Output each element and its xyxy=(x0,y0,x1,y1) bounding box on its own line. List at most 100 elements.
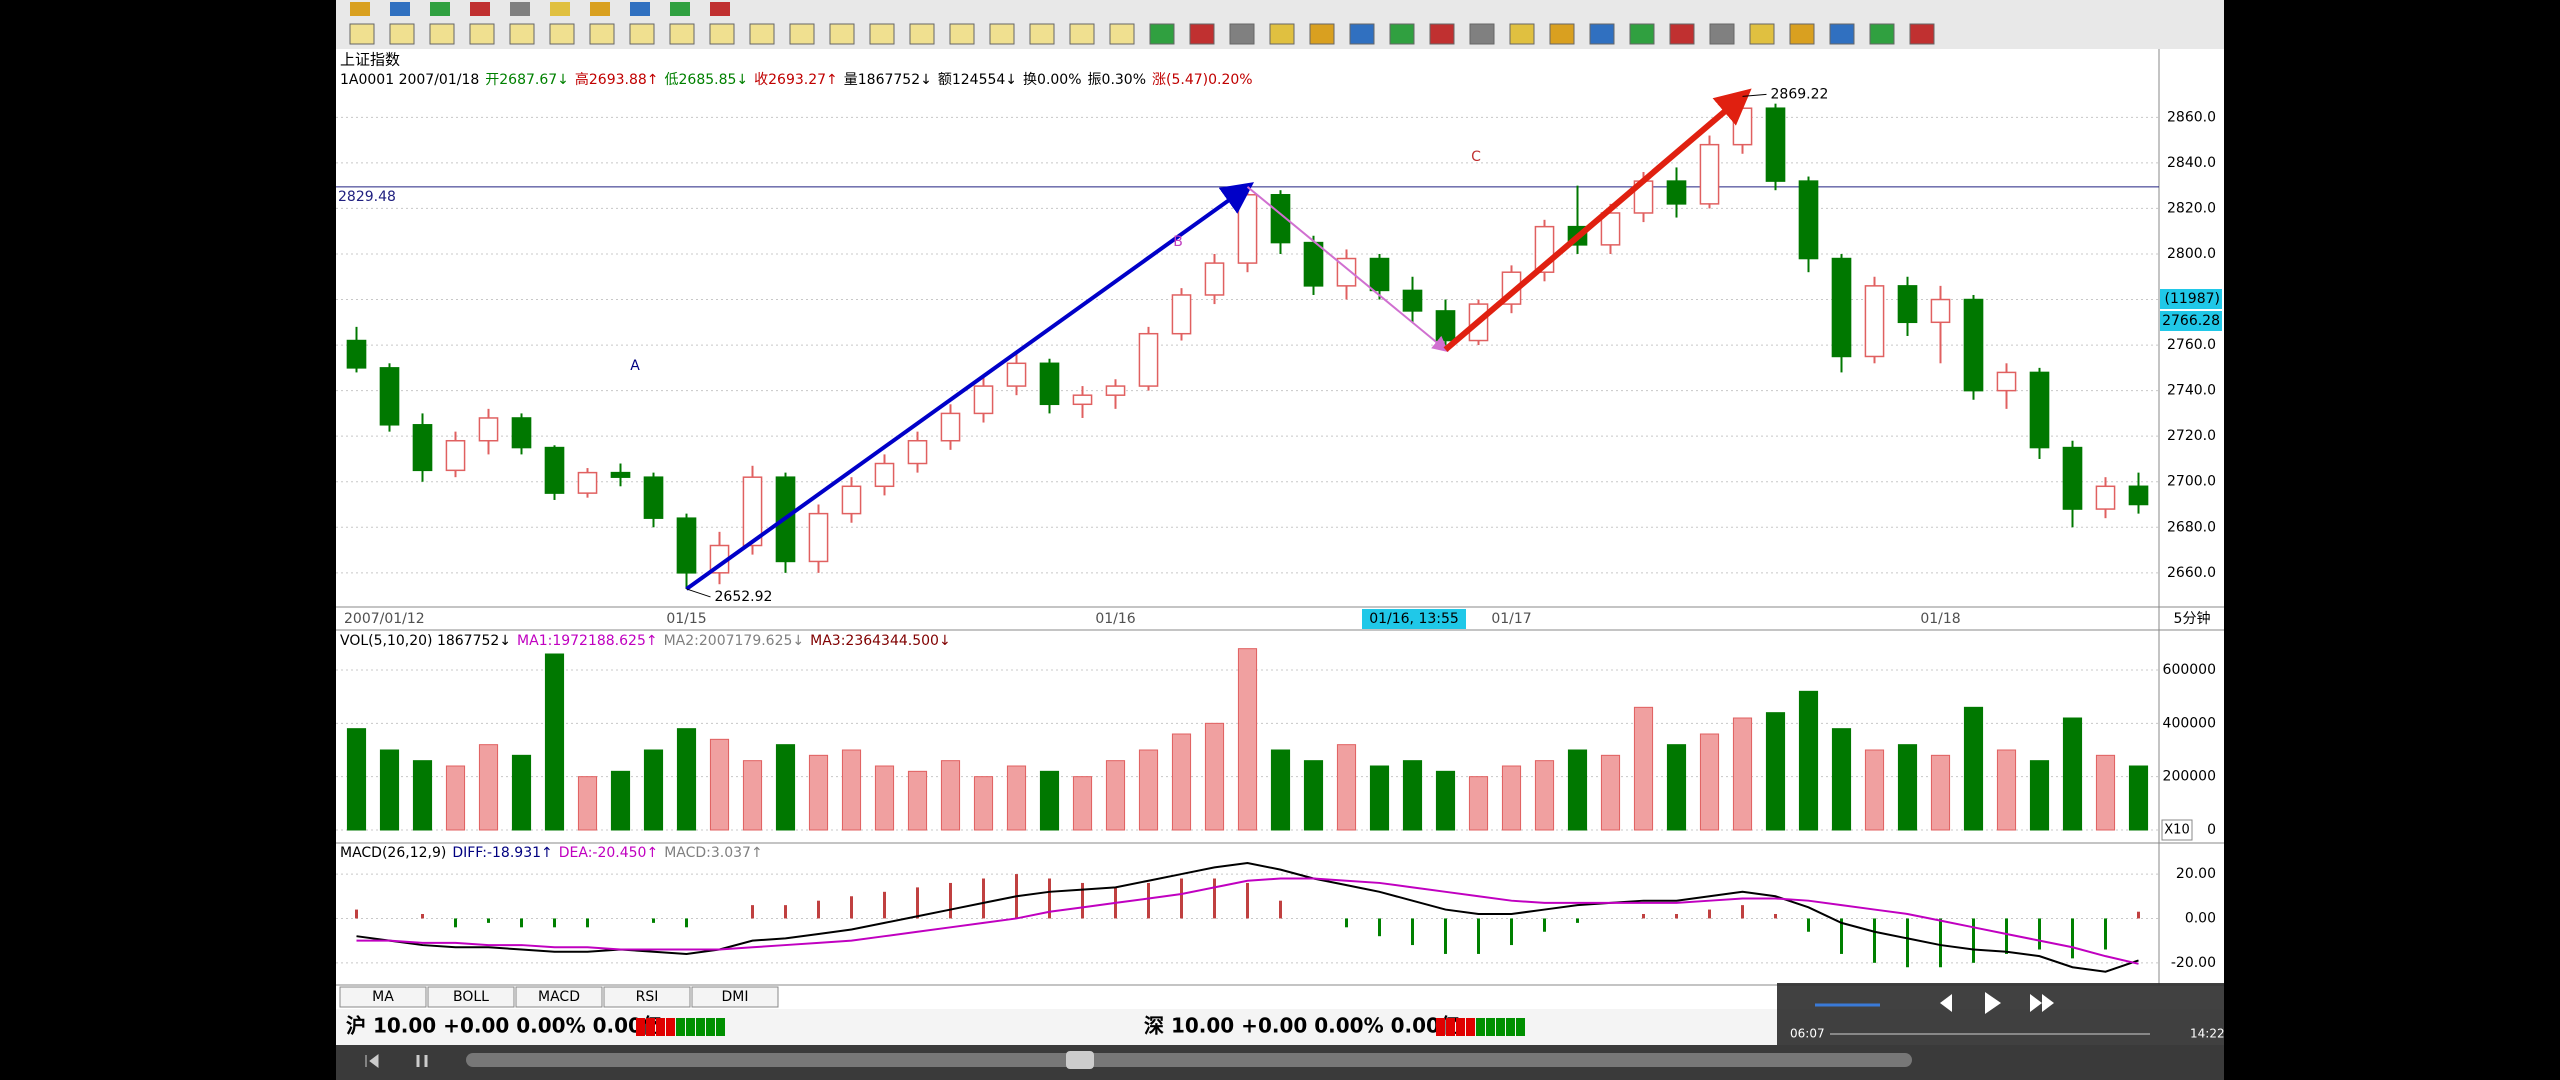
seek-track[interactable] xyxy=(466,1053,1912,1067)
volume-bar xyxy=(2095,754,2116,831)
volume-bar xyxy=(1963,706,1984,831)
low-label: 2652.92 xyxy=(715,589,773,605)
toolbar-icon[interactable] xyxy=(1349,23,1375,45)
toolbar-icon[interactable] xyxy=(630,2,650,16)
tab[interactable] xyxy=(515,986,603,1008)
toolbar-icon[interactable] xyxy=(1189,23,1215,45)
toolbar-icon[interactable] xyxy=(1589,23,1615,45)
toolbar-icon[interactable] xyxy=(909,23,935,45)
candle-body xyxy=(1600,212,1621,246)
reference-label: 2829.48 xyxy=(338,189,396,205)
status-block xyxy=(636,1018,645,1036)
toolbar-icon[interactable] xyxy=(1669,23,1695,45)
video-overlay xyxy=(1777,983,2224,1045)
candle-body xyxy=(1765,107,1786,182)
header-value: 额124554↓ xyxy=(938,72,1017,88)
toolbar-icon[interactable] xyxy=(1309,23,1335,45)
toolbar-icon[interactable] xyxy=(670,2,690,16)
candle-body xyxy=(2062,446,2083,510)
toolbar-icon[interactable] xyxy=(1069,23,1095,45)
toolbar-icon[interactable] xyxy=(1469,23,1495,45)
toolbar-icon[interactable] xyxy=(1269,23,1295,45)
candle-body xyxy=(544,446,565,494)
tab-label[interactable]: MACD xyxy=(538,989,580,1005)
time-elapsed: 06:07 xyxy=(1790,1027,1825,1041)
volume-bar xyxy=(346,728,367,831)
toolbar-icon[interactable] xyxy=(1149,23,1175,45)
toolbar-icon[interactable] xyxy=(1909,23,1935,45)
toolbar-icon[interactable] xyxy=(789,23,815,45)
toolbar-icon[interactable] xyxy=(949,23,975,45)
toolbar-icon[interactable] xyxy=(550,2,570,16)
toolbar-icon[interactable] xyxy=(1109,23,1135,45)
toolbar-icon[interactable] xyxy=(1029,23,1055,45)
toolbar-icon[interactable] xyxy=(989,23,1015,45)
toolbar-icon[interactable] xyxy=(509,23,535,45)
toolbar-icon[interactable] xyxy=(710,2,730,16)
volume-bar xyxy=(1501,765,1522,831)
candle-body xyxy=(1006,362,1027,387)
toolbar-icon[interactable] xyxy=(469,23,495,45)
header-value: 高2693.88↑ xyxy=(575,71,659,88)
prev-button[interactable] xyxy=(365,1054,379,1068)
tab[interactable] xyxy=(339,986,427,1008)
toolbar-icon[interactable] xyxy=(1829,23,1855,45)
trend-arrow xyxy=(685,182,1255,591)
toolbar-icon[interactable] xyxy=(589,23,615,45)
tab-label[interactable]: RSI xyxy=(636,989,659,1005)
toolbar-icon[interactable] xyxy=(1709,23,1735,45)
rewind-button[interactable] xyxy=(1940,994,1952,1012)
header-value: 涨(5.47)0.20% xyxy=(1152,72,1253,88)
volume-bar xyxy=(412,760,433,831)
candle-body xyxy=(577,471,598,494)
candle-body xyxy=(412,424,433,472)
candle-body xyxy=(1996,371,2017,392)
candle-body xyxy=(874,462,895,488)
forward-button[interactable] xyxy=(2030,994,2054,1012)
toolbar-icon[interactable] xyxy=(470,2,490,16)
toolbar-icon[interactable] xyxy=(1869,23,1895,45)
toolbar-icon[interactable] xyxy=(1389,23,1415,45)
toolbar-icon[interactable] xyxy=(1429,23,1455,45)
volume-bar xyxy=(577,776,598,831)
toolbar-icon[interactable] xyxy=(1509,23,1535,45)
candle-body xyxy=(1666,180,1687,205)
toolbar-icon[interactable] xyxy=(1229,23,1255,45)
tab[interactable] xyxy=(691,986,779,1008)
candle-body xyxy=(2029,371,2050,449)
status-block xyxy=(1456,1018,1465,1036)
tab-label[interactable]: BOLL xyxy=(453,989,489,1005)
toolbar-icon[interactable] xyxy=(669,23,695,45)
candle-body xyxy=(1270,194,1291,244)
tab[interactable] xyxy=(427,986,515,1008)
candle-body xyxy=(1732,107,1753,146)
toolbar-icon[interactable] xyxy=(430,2,450,16)
toolbar-icon[interactable] xyxy=(390,2,410,16)
volume-bar xyxy=(973,776,994,831)
candle-body xyxy=(478,417,499,442)
toolbar-icon[interactable] xyxy=(749,23,775,45)
toolbar-icon[interactable] xyxy=(1789,23,1815,45)
toolbar-icon[interactable] xyxy=(1549,23,1575,45)
toolbar-icon[interactable] xyxy=(629,23,655,45)
toolbar-icon[interactable] xyxy=(1629,23,1655,45)
toolbar-icon[interactable] xyxy=(429,23,455,45)
header-value: VOL(5,10,20) 1867752↓ xyxy=(340,633,511,649)
toolbar-icon[interactable] xyxy=(510,2,530,16)
toolbar-icon[interactable] xyxy=(590,2,610,16)
tab-label[interactable]: MA xyxy=(372,989,394,1005)
toolbar-icon[interactable] xyxy=(829,23,855,45)
toolbar-icon[interactable] xyxy=(869,23,895,45)
toolbar-icon[interactable] xyxy=(1749,23,1775,45)
tab[interactable] xyxy=(603,986,691,1008)
pause-button[interactable] xyxy=(416,1055,428,1067)
seek-thumb[interactable] xyxy=(1066,1051,1094,1069)
toolbar-icon[interactable] xyxy=(349,23,375,45)
candle-body xyxy=(1138,332,1159,387)
play-button[interactable] xyxy=(1985,992,2001,1014)
tab-label[interactable]: DMI xyxy=(722,989,749,1005)
toolbar-icon[interactable] xyxy=(350,2,370,16)
toolbar-icon[interactable] xyxy=(709,23,735,45)
toolbar-icon[interactable] xyxy=(389,23,415,45)
toolbar-icon[interactable] xyxy=(549,23,575,45)
